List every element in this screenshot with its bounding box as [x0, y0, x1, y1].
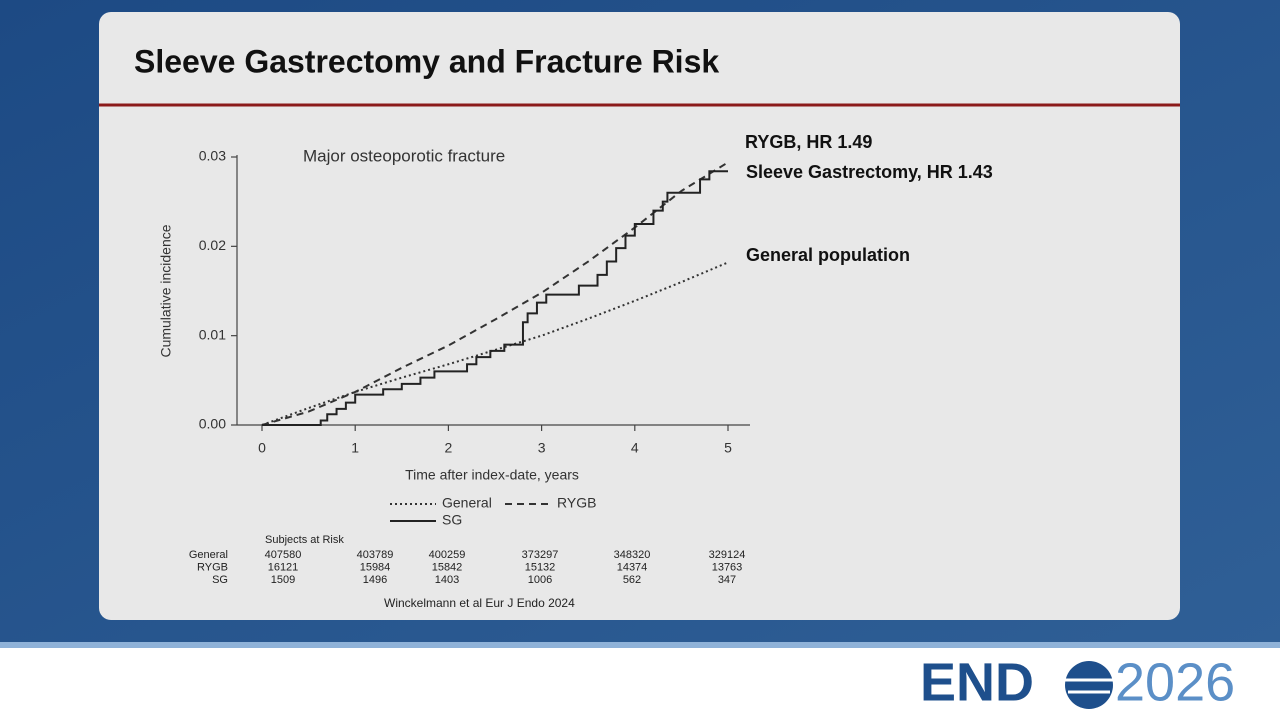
- risk-row-label: RYGB: [197, 561, 228, 573]
- risk-cell: 1496: [363, 574, 387, 586]
- risk-row-label: SG: [212, 574, 228, 586]
- risk-cell: 14374: [617, 561, 648, 573]
- risk-cell: 562: [623, 574, 641, 586]
- risk-cell: 1403: [435, 574, 459, 586]
- logo-globe: [1065, 661, 1113, 709]
- risk-row-label: General: [189, 549, 228, 561]
- y-tick-label: 0.01: [199, 326, 226, 342]
- x-tick-label: 2: [445, 440, 453, 456]
- series-line: [261, 161, 729, 426]
- x-tick-label: 0: [258, 440, 266, 456]
- risk-cell: 1509: [271, 574, 295, 586]
- legend-label: RYGB: [557, 495, 596, 511]
- legend-label: General: [442, 495, 492, 511]
- footer-stripe: [0, 642, 1280, 648]
- risk-cell: 403789: [357, 549, 394, 561]
- logo: END 2026: [920, 652, 1235, 712]
- chart-title: Major osteoporotic fracture: [303, 146, 505, 165]
- y-axis-label: Cumulative incidence: [158, 224, 174, 357]
- annotation: Sleeve Gastrectomy, HR 1.43: [746, 162, 993, 182]
- risk-cell: 15842: [432, 561, 463, 573]
- risk-cell: 13763: [712, 561, 743, 573]
- y-tick-label: 0.02: [199, 237, 226, 253]
- annotation: RYGB, HR 1.49: [745, 132, 872, 152]
- risk-cell: 15132: [525, 561, 556, 573]
- x-axis-label: Time after index-date, years: [405, 467, 579, 483]
- risk-cell: 329124: [709, 549, 746, 561]
- x-tick-label: 4: [631, 440, 639, 456]
- x-tick-label: 1: [351, 440, 359, 456]
- risk-cell: 373297: [522, 549, 559, 561]
- annotation: General population: [746, 245, 910, 265]
- risk-cell: 348320: [614, 549, 651, 561]
- card: [99, 12, 1180, 620]
- risk-cell: 1006: [528, 574, 552, 586]
- x-tick-label: 3: [538, 440, 546, 456]
- risk-cell: 407580: [265, 549, 302, 561]
- slide-title: Sleeve Gastrectomy and Fracture Risk: [134, 43, 719, 79]
- logo-left: END: [920, 652, 1034, 712]
- risk-cell: 347: [718, 574, 736, 586]
- risk-cell: 15984: [360, 561, 391, 573]
- risk-cell: 16121: [268, 561, 299, 573]
- x-tick-label: 5: [724, 440, 732, 456]
- logo-right: 2026: [1115, 652, 1235, 712]
- risk-table-title: Subjects at Risk: [265, 534, 344, 546]
- risk-cell: 400259: [429, 549, 466, 561]
- y-tick-label: 0.00: [199, 416, 226, 432]
- citation: Winckelmann et al Eur J Endo 2024: [384, 596, 575, 610]
- y-tick-label: 0.03: [199, 148, 226, 164]
- legend-label: SG: [442, 512, 462, 528]
- series-line: [262, 170, 728, 426]
